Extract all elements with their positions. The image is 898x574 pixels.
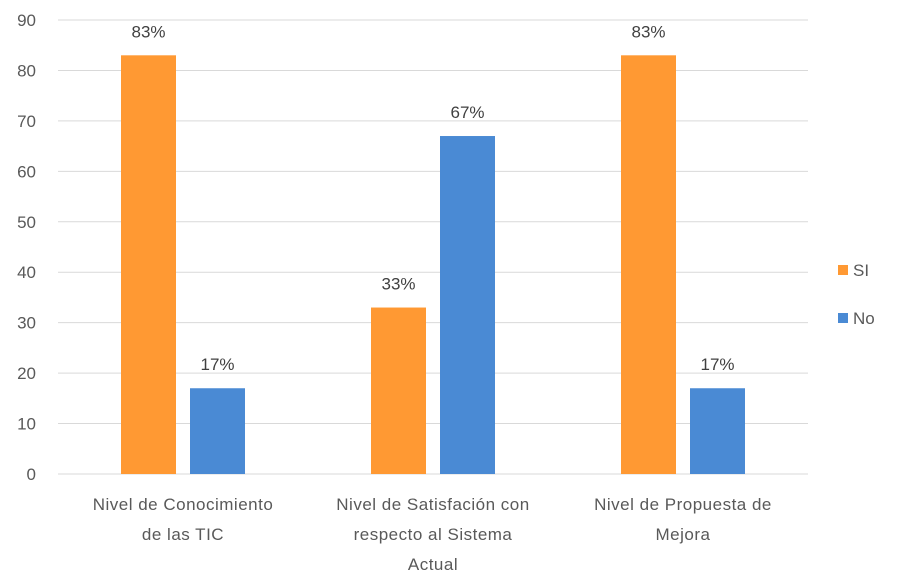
- legend-label: No: [853, 309, 875, 328]
- data-labels: 83% 17% 33% 67% 83% 17%: [131, 22, 734, 374]
- category-label: de las TIC: [142, 525, 224, 544]
- gridlines: [58, 19, 808, 475]
- y-tick-label: 90: [17, 11, 36, 30]
- bar-no-2: [690, 388, 745, 474]
- x-axis-categories: Nivel de Conocimiento de las TIC Nivel de …: [93, 495, 772, 574]
- bars: [121, 55, 745, 475]
- category-label: Actual: [408, 555, 458, 574]
- legend-label: SI: [853, 261, 869, 280]
- legend-swatch-si: [838, 265, 848, 275]
- y-tick-label: 10: [17, 415, 36, 434]
- category-label: Nivel de Satisfación con: [336, 495, 529, 514]
- data-label: 17%: [200, 355, 234, 374]
- bar-si-0: [121, 55, 176, 475]
- data-label: 33%: [381, 275, 415, 294]
- category-label: Nivel de Conocimiento: [93, 495, 274, 514]
- legend: SI No: [838, 261, 875, 328]
- bar-si-1: [371, 307, 426, 474]
- data-label: 83%: [131, 22, 165, 41]
- y-tick-label: 80: [17, 61, 36, 80]
- bar-no-0: [190, 388, 245, 474]
- y-tick-label: 50: [17, 213, 36, 232]
- y-tick-label: 70: [17, 112, 36, 131]
- y-tick-label: 20: [17, 364, 36, 383]
- bar-no-1: [440, 136, 495, 474]
- data-label: 67%: [450, 103, 484, 122]
- y-tick-label: 40: [17, 263, 36, 282]
- category-label: Nivel de Propuesta de: [594, 495, 772, 514]
- data-label: 17%: [700, 355, 734, 374]
- y-tick-label: 30: [17, 314, 36, 333]
- legend-swatch-no: [838, 313, 848, 323]
- y-tick-label: 0: [27, 465, 36, 484]
- category-label: respecto al Sistema: [354, 525, 513, 544]
- bar-si-2: [621, 55, 676, 475]
- y-tick-label: 60: [17, 162, 36, 181]
- category-label: Mejora: [656, 525, 711, 544]
- y-axis-ticks: 0 10 20 30 40 50 60 70 80 90: [17, 11, 36, 484]
- data-label: 83%: [631, 22, 665, 41]
